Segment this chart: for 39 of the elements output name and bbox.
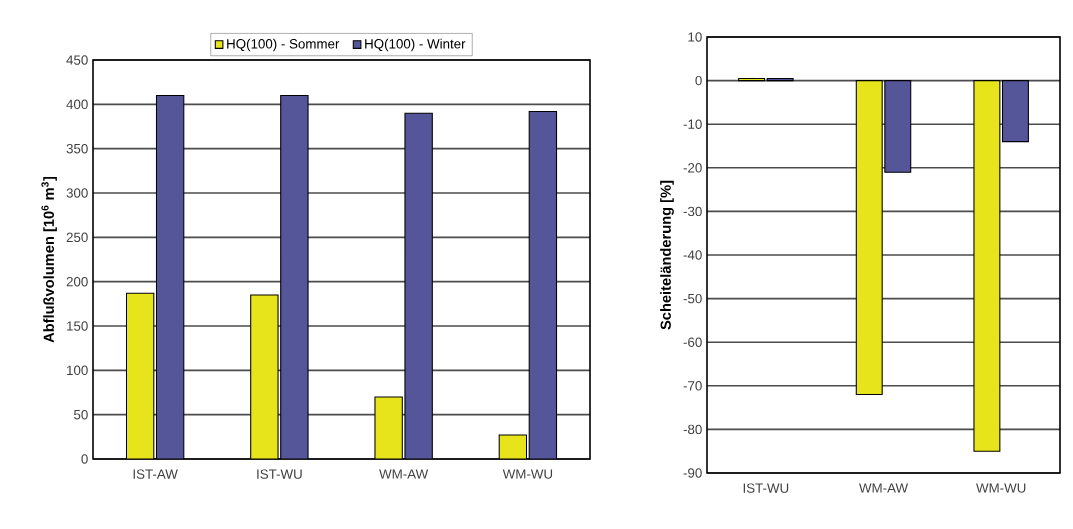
y-tick-label: 150 (67, 321, 88, 331)
y-tick-label: 0 (695, 75, 702, 86)
y-tick-label: -70 (683, 381, 702, 391)
y-tick-label: 0 (81, 454, 88, 464)
bar (250, 294, 279, 459)
y-tick-label: 200 (66, 276, 88, 287)
bar (404, 112, 433, 459)
y-tick-label: -60 (683, 337, 702, 347)
y-tick-label: -50 (683, 293, 702, 304)
y-tick-label: 10 (688, 32, 702, 42)
y-tick-label: -10 (683, 119, 702, 129)
y-tick-label: 250 (66, 232, 88, 243)
y-tick-label: -30 (683, 206, 702, 217)
bar (528, 110, 558, 459)
y-axis-title: Abflußvolumen [10$^{6}$ m$^{3}$] (41, 176, 57, 343)
y-tick-label: 400 (66, 99, 88, 110)
y-tick-label: 300 (66, 188, 88, 198)
legend-label: HQ(100) - Winter (365, 38, 466, 52)
y-tick-label: -20 (683, 163, 702, 173)
y-tick-label: -90 (683, 468, 702, 478)
x-tick-label: IST-WU (257, 469, 302, 479)
x-tick-label: WM-AW (859, 483, 909, 493)
y-axis-title: Scheiteländerung [%] (660, 180, 674, 330)
x-tick-label: IST-AW (133, 469, 178, 479)
bar (374, 396, 403, 459)
y-tick-label: 50 (74, 409, 88, 420)
legend-label: HQ(100) - Sommer (227, 38, 340, 52)
y-tick-label: -80 (683, 424, 702, 435)
x-tick-label: WM-AW (379, 469, 429, 479)
y-tick-label: -40 (683, 250, 702, 260)
x-tick-label: WM-WU (502, 469, 553, 479)
y-tick-label: 100 (67, 365, 88, 376)
x-tick-label: WM-WU (976, 483, 1026, 493)
bar (155, 94, 185, 459)
y-tick-label: 350 (66, 143, 88, 154)
y-tick-label: 450 (66, 55, 88, 65)
bar (280, 94, 309, 459)
x-tick-label: IST-WU (743, 483, 789, 493)
bar (125, 292, 155, 459)
